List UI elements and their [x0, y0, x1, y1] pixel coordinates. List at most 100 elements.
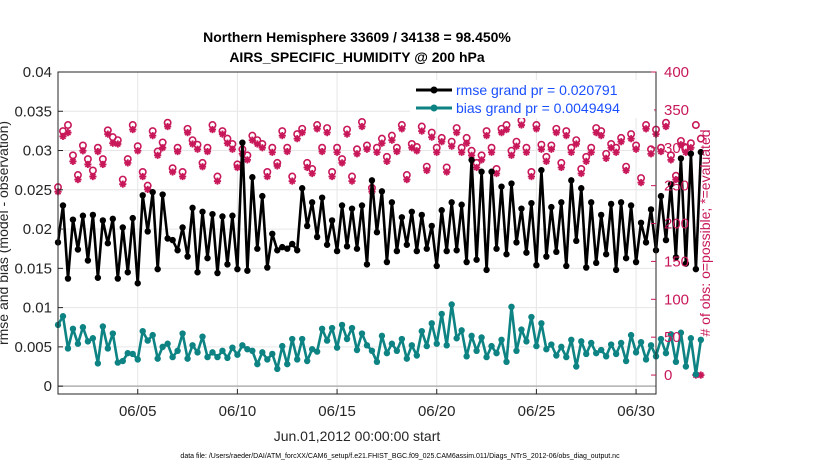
obs-evaluated-point: [557, 163, 565, 172]
rmse-point: [543, 253, 550, 260]
rmse-point: [179, 224, 186, 231]
rmse-point: [269, 230, 276, 237]
obs-evaluated-point: [562, 132, 570, 140]
obs-evaluated-point: [642, 125, 650, 133]
ticks-layer: 06/05 06/10 06/15 06/20 06/25 06/30 0 0.005 0.01…: [14, 64, 689, 420]
bias-point: [563, 353, 570, 361]
bias-point: [194, 349, 201, 356]
rmse-point: [154, 265, 161, 273]
rmse-point: [239, 139, 246, 146]
obs-evaluated-point: [607, 144, 615, 152]
y-tick-label-right: 50: [664, 329, 681, 346]
series-layer: [53, 116, 705, 379]
bias-point: [264, 356, 271, 363]
rmse-point: [169, 236, 176, 244]
y-tick-label-right: 300: [664, 140, 689, 157]
rmse-point: [69, 216, 77, 223]
bias-point: [667, 331, 675, 338]
rmse-point: [588, 199, 595, 206]
obs-evaluated-point: [512, 142, 521, 150]
rmse-point: [642, 239, 650, 246]
bias-point: [453, 335, 460, 342]
rmse-point: [124, 269, 131, 276]
obs-evaluated-point: [517, 121, 526, 129]
obs-possible-point: [691, 121, 700, 130]
obs-evaluated-point: [413, 147, 421, 155]
obs-evaluated-point: [119, 180, 127, 188]
obs-evaluated-point: [458, 148, 466, 156]
bias-point: [438, 310, 445, 318]
bias-point: [617, 339, 625, 347]
rmse-point: [224, 261, 231, 268]
obs-evaluated-point: [223, 139, 232, 147]
rmse-point: [328, 217, 336, 224]
bias-point: [358, 330, 366, 337]
obs-evaluated-point: [627, 135, 635, 143]
rmse-point: [438, 207, 445, 214]
obs-evaluated-point: [278, 132, 286, 140]
rmse-point: [533, 262, 540, 269]
obs-evaluated-point: [572, 140, 580, 148]
rmse-point: [662, 236, 670, 244]
rmse-point: [627, 202, 635, 209]
rmse-point: [109, 215, 117, 223]
obs-evaluated-point: [318, 147, 326, 156]
rmse-point: [513, 239, 520, 246]
obs-evaluated-point: [243, 156, 251, 164]
obs-evaluated-point: [383, 157, 391, 166]
bias-point: [244, 346, 251, 353]
rmse-point: [348, 205, 356, 212]
rmse-point: [313, 233, 321, 241]
rmse-point: [318, 194, 326, 201]
obs-evaluated-point: [582, 157, 590, 166]
x-axis-label: Jun.01,2012 00:00:00 start: [274, 428, 441, 444]
obs-evaluated-point: [577, 169, 585, 178]
bias-point: [573, 363, 580, 370]
rmse-point: [134, 280, 141, 287]
rmse-point: [433, 262, 440, 270]
obs-evaluated-point: [527, 172, 536, 181]
rmse-point: [363, 261, 371, 268]
rmse-point: [79, 212, 87, 219]
rmse-point: [199, 208, 206, 215]
rmse-point: [74, 246, 82, 253]
bias-point: [553, 352, 560, 359]
bias-point: [144, 337, 151, 344]
bias-point: [602, 353, 610, 360]
bias-point: [393, 347, 401, 355]
y-tick-label-right: 350: [664, 102, 689, 119]
bias-point: [488, 342, 495, 350]
y-axis-label-right: # of obs: o=possible; *=evaluated: [697, 129, 713, 336]
obs-evaluated-point: [323, 129, 331, 137]
bias-point: [607, 341, 615, 348]
obs-evaluated-point: [258, 144, 266, 152]
rmse-point: [323, 241, 331, 248]
rmse-point: [528, 199, 535, 207]
obs-evaluated-point: [338, 159, 346, 167]
rmse-point: [294, 247, 301, 254]
bias-point: [398, 335, 406, 343]
obs-evaluated-point: [64, 129, 72, 137]
bias-point: [423, 342, 430, 350]
data-file-footnote: data file: /Users/raeder/DAI/ATM_forcXX/…: [180, 453, 620, 460]
obs-evaluated-point: [59, 132, 67, 140]
bias-point: [289, 335, 296, 343]
obs-evaluated-point: [492, 169, 501, 178]
rmse-point: [144, 228, 151, 235]
rmse-point: [607, 200, 615, 208]
obs-evaluated-point: [308, 169, 316, 178]
rmse-point: [667, 181, 675, 188]
bias-point: [433, 340, 440, 347]
rmse-point: [99, 217, 107, 224]
rmse-point: [234, 265, 241, 273]
x-tick-label: 06/25: [518, 403, 556, 420]
bias-point: [259, 349, 266, 356]
obs-evaluated-point: [99, 160, 107, 169]
obs-evaluated-point: [408, 144, 416, 152]
obs-evaluated-point: [343, 130, 351, 138]
y-tick-label-right: 0: [664, 367, 672, 384]
bias-point: [224, 354, 231, 362]
obs-evaluated-point: [104, 130, 112, 138]
obs-evaluated-point: [228, 145, 237, 153]
rmse-point: [119, 224, 126, 231]
